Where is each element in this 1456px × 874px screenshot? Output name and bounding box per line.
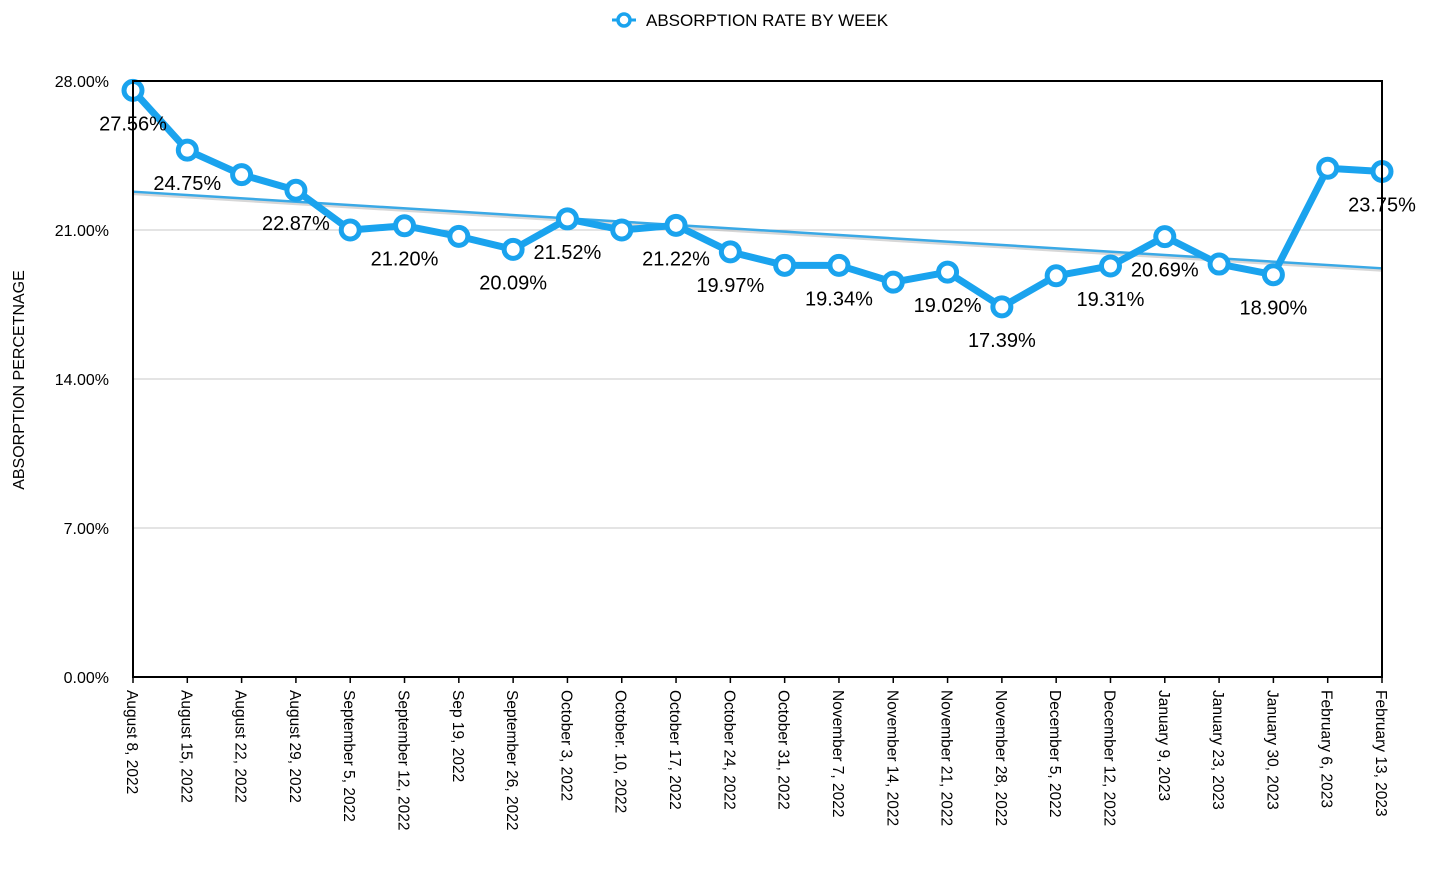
data-point — [230, 163, 254, 187]
y-axis-ticks: 0.00% 7.00% 14.00% 21.00% 28.00% — [55, 74, 109, 687]
y-tick-label: 28.00% — [55, 74, 109, 91]
data-point — [881, 270, 905, 294]
y-axis-title: ABSORPTION PERCETNAGE — [11, 270, 28, 490]
data-label: 20.09% — [479, 272, 547, 294]
data-point — [393, 214, 417, 238]
y-tick-label: 0.00% — [64, 670, 109, 687]
x-tick-label: October 24, 2022 — [720, 690, 737, 810]
legend-label: ABSORPTION RATE BY WEEK — [646, 11, 889, 30]
data-point — [1316, 156, 1340, 180]
data-point — [610, 218, 634, 242]
x-tick-label: October. 10, 2022 — [612, 690, 629, 813]
data-point — [1098, 254, 1122, 278]
x-tick-label: September 12, 2022 — [395, 690, 412, 830]
x-tick-label: December 5, 2022 — [1046, 690, 1063, 818]
data-point — [338, 218, 362, 242]
data-point — [555, 207, 579, 231]
trendline-shadow — [132, 192, 1383, 272]
x-tick-label: November 7, 2022 — [829, 690, 846, 818]
y-tick-label: 14.00% — [55, 372, 109, 389]
data-point — [718, 240, 742, 264]
legend-marker — [616, 12, 632, 28]
data-label: 21.52% — [534, 242, 602, 264]
x-tick-label: February 13, 2023 — [1372, 690, 1389, 817]
trendline-path — [132, 190, 1383, 270]
data-point — [1044, 264, 1068, 288]
data-label: 21.22% — [642, 248, 710, 270]
x-tick-label: January 30, 2023 — [1263, 690, 1280, 810]
data-label: 19.97% — [696, 275, 764, 297]
x-tick-label: October 17, 2022 — [666, 690, 683, 810]
data-point — [1207, 252, 1231, 276]
data-label: 21.20% — [371, 249, 439, 271]
data-point — [773, 253, 797, 277]
data-point — [936, 260, 960, 284]
x-tick-label: August 15, 2022 — [177, 690, 194, 803]
x-axis-ticks: August 8, 2022 August 15, 2022 August 22, … — [123, 677, 1389, 830]
x-tick-label: January 9, 2023 — [1155, 690, 1172, 801]
data-point — [1153, 225, 1177, 249]
x-tick-label: November 14, 2022 — [883, 690, 900, 826]
x-tick-label: September 26, 2022 — [503, 690, 520, 830]
data-label: 20.69% — [1131, 260, 1199, 282]
x-tick-label: October 31, 2022 — [775, 690, 792, 810]
x-tick-label: November 21, 2022 — [938, 690, 955, 826]
data-point — [284, 178, 308, 202]
data-label: 19.31% — [1077, 289, 1145, 311]
data-point — [664, 213, 688, 237]
data-label: 19.02% — [914, 295, 982, 317]
data-label: 19.34% — [805, 288, 873, 310]
data-label: 17.39% — [968, 330, 1036, 352]
x-tick-label: August 29, 2022 — [286, 690, 303, 803]
x-tick-label: August 22, 2022 — [232, 690, 249, 803]
x-tick-label: February 6, 2023 — [1318, 690, 1335, 808]
data-label: 18.90% — [1239, 298, 1307, 320]
data-label: 24.75% — [153, 173, 221, 195]
data-point — [175, 138, 199, 162]
y-tick-label: 21.00% — [55, 223, 109, 240]
data-point — [990, 295, 1014, 319]
x-tick-label: January 23, 2023 — [1209, 690, 1226, 810]
legend: ABSORPTION RATE BY WEEK — [612, 11, 889, 30]
plot-frame — [132, 80, 1383, 678]
x-tick-label: Sep 19, 2022 — [449, 690, 466, 782]
trendline — [132, 190, 1383, 272]
x-tick-label: October 3, 2022 — [557, 690, 574, 801]
x-tick-label: September 5, 2022 — [340, 690, 357, 822]
data-labels: 27.56%24.75%22.87%21.20%20.09%21.52% 21.2… — [99, 113, 1416, 351]
data-point — [827, 253, 851, 277]
y-tick-label: 7.00% — [64, 521, 109, 538]
data-point — [501, 237, 525, 261]
data-points — [121, 78, 1394, 319]
data-point — [447, 224, 471, 248]
x-tick-label: August 8, 2022 — [123, 690, 140, 794]
data-point — [1261, 263, 1285, 287]
x-tick-label: November 28, 2022 — [992, 690, 1009, 826]
x-tick-label: December 12, 2022 — [1100, 690, 1117, 826]
data-label: 22.87% — [262, 213, 330, 235]
